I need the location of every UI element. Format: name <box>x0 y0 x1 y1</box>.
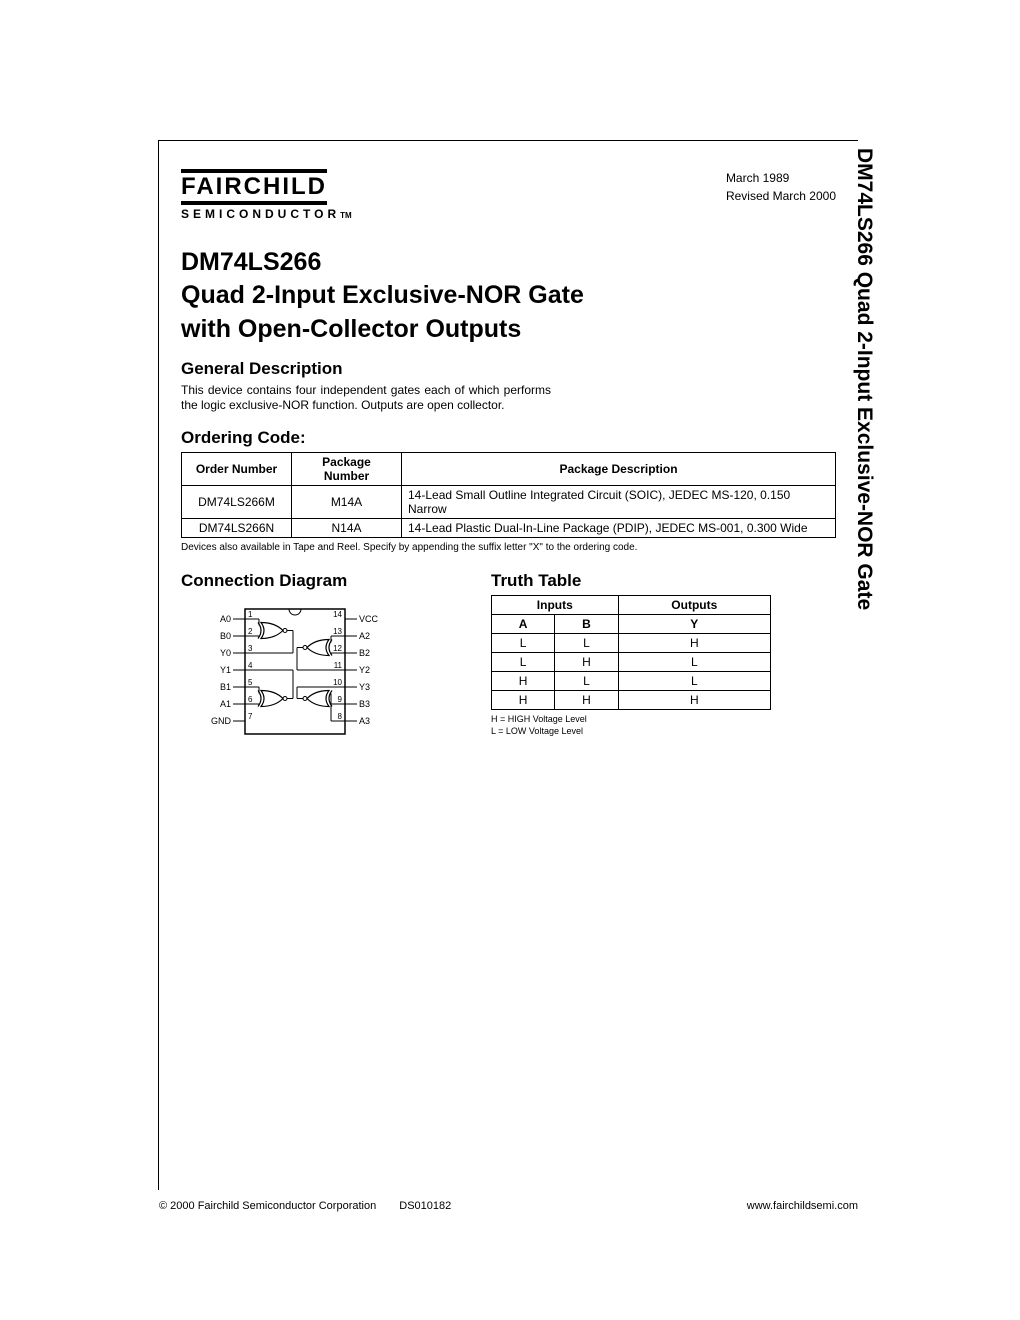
legend-l: L = LOW Voltage Level <box>491 726 791 738</box>
revised-date: Revised March 2000 <box>726 187 836 205</box>
truth-col-b: B <box>555 614 618 633</box>
table-cell: 14-Lead Plastic Dual-In-Line Package (PD… <box>402 518 836 537</box>
svg-text:13: 13 <box>333 627 342 636</box>
table-cell: L <box>492 652 555 671</box>
table-row: HLL <box>492 671 771 690</box>
table-cell: H <box>492 671 555 690</box>
truth-table: Inputs Outputs A B Y LLHLHLHLLHHH <box>491 595 771 710</box>
svg-text:11: 11 <box>334 661 343 670</box>
svg-text:6: 6 <box>248 695 253 704</box>
connection-diagram-icon: A0 1 B0 2 Y0 3 Y1 4 B1 5 A1 6 GND 7 VCC 14 A2 13 B2 12 Y2 11 Y… <box>201 601 401 751</box>
svg-text:3: 3 <box>248 644 253 653</box>
svg-text:1: 1 <box>248 610 253 619</box>
logo-bottom-text: SEMICONDUCTOR <box>181 207 340 221</box>
table-cell: DM74LS266M <box>182 485 292 518</box>
table-cell: H <box>555 690 618 709</box>
copyright: © 2000 Fairchild Semiconductor Corporati… <box>159 1200 376 1212</box>
table-cell: H <box>618 633 770 652</box>
table-cell: L <box>618 652 770 671</box>
table-row: LLH <box>492 633 771 652</box>
table-cell: H <box>492 690 555 709</box>
svg-text:Y0: Y0 <box>220 648 231 658</box>
svg-text:A0: A0 <box>220 614 231 624</box>
issue-date: March 1989 <box>726 169 836 187</box>
part-number: DM74LS266 <box>181 247 836 278</box>
svg-text:12: 12 <box>333 644 342 653</box>
table-cell: 14-Lead Small Outline Integrated Circuit… <box>402 485 836 518</box>
doc-id: DS010182 <box>399 1200 451 1212</box>
title-line-1: Quad 2-Input Exclusive-NOR Gate <box>181 280 836 311</box>
ordering-col-1: Package Number <box>292 452 402 485</box>
table-cell: H <box>618 690 770 709</box>
table-cell: L <box>555 633 618 652</box>
svg-text:10: 10 <box>333 678 342 687</box>
title-block: DM74LS266 Quad 2-Input Exclusive-NOR Gat… <box>181 247 836 345</box>
svg-text:B1: B1 <box>220 682 231 692</box>
ordering-table: Order Number Package Number Package Desc… <box>181 452 836 538</box>
table-cell: L <box>618 671 770 690</box>
svg-text:A2: A2 <box>359 631 370 641</box>
page-frame: FAIRCHILD SEMICONDUCTORTM March 1989 Rev… <box>158 140 858 1190</box>
svg-text:A1: A1 <box>220 699 231 709</box>
title-line-2: with Open-Collector Outputs <box>181 314 836 345</box>
logo-top: FAIRCHILD <box>181 169 327 205</box>
svg-text:B0: B0 <box>220 631 231 641</box>
svg-text:Y1: Y1 <box>220 665 231 675</box>
svg-text:2: 2 <box>248 627 253 636</box>
table-row: LHL <box>492 652 771 671</box>
svg-text:14: 14 <box>333 610 342 619</box>
table-row: DM74LS266NN14A14-Lead Plastic Dual-In-Li… <box>182 518 836 537</box>
general-description-heading: General Description <box>181 359 836 379</box>
svg-text:8: 8 <box>338 712 343 721</box>
ordering-note: Devices also available in Tape and Reel.… <box>181 542 836 553</box>
svg-text:GND: GND <box>211 716 232 726</box>
tm-mark: TM <box>340 211 352 220</box>
table-row: DM74LS266MM14A14-Lead Small Outline Inte… <box>182 485 836 518</box>
page-footer: © 2000 Fairchild Semiconductor Corporati… <box>159 1200 858 1212</box>
svg-text:7: 7 <box>248 712 253 721</box>
svg-text:VCC: VCC <box>359 614 379 624</box>
table-cell: H <box>555 652 618 671</box>
svg-text:4: 4 <box>248 661 253 670</box>
svg-text:B2: B2 <box>359 648 370 658</box>
svg-text:B3: B3 <box>359 699 370 709</box>
table-cell: N14A <box>292 518 402 537</box>
general-description-body: This device contains four independent ga… <box>181 383 551 414</box>
table-cell: L <box>555 671 618 690</box>
svg-text:A3: A3 <box>359 716 370 726</box>
svg-text:Y2: Y2 <box>359 665 370 675</box>
truth-table-heading: Truth Table <box>491 571 791 591</box>
svg-text:Y3: Y3 <box>359 682 370 692</box>
ordering-heading: Ordering Code: <box>181 428 836 448</box>
ordering-col-0: Order Number <box>182 452 292 485</box>
svg-text:5: 5 <box>248 678 253 687</box>
fairchild-logo: FAIRCHILD SEMICONDUCTORTM <box>181 169 352 221</box>
footer-url: www.fairchildsemi.com <box>747 1200 858 1212</box>
table-row: HHH <box>492 690 771 709</box>
date-block: March 1989 Revised March 2000 <box>726 169 836 205</box>
table-cell: L <box>492 633 555 652</box>
table-cell: DM74LS266N <box>182 518 292 537</box>
ordering-col-2: Package Description <box>402 452 836 485</box>
truth-header-outputs: Outputs <box>618 595 770 614</box>
truth-header-inputs: Inputs <box>492 595 619 614</box>
legend-h: H = HIGH Voltage Level <box>491 714 791 726</box>
connection-diagram-heading: Connection Diagram <box>181 571 461 591</box>
logo-bottom: SEMICONDUCTORTM <box>181 207 352 221</box>
truth-col-a: A <box>492 614 555 633</box>
truth-col-y: Y <box>618 614 770 633</box>
svg-text:9: 9 <box>338 695 343 704</box>
header-row: FAIRCHILD SEMICONDUCTORTM March 1989 Rev… <box>181 169 836 221</box>
table-cell: M14A <box>292 485 402 518</box>
truth-legend: H = HIGH Voltage Level L = LOW Voltage L… <box>491 714 791 737</box>
